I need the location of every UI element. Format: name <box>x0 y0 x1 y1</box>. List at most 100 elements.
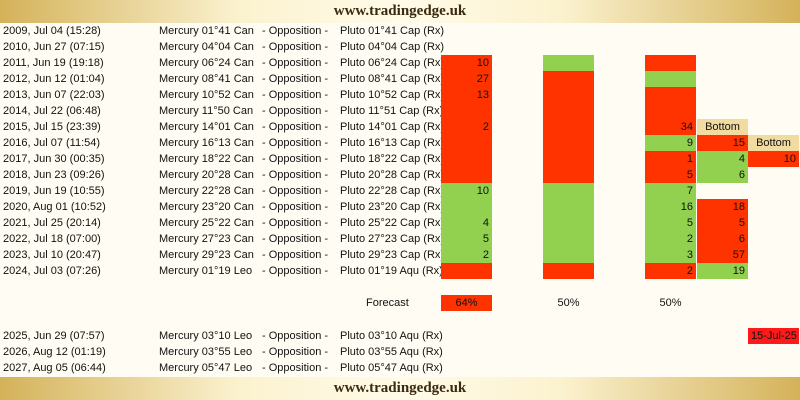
cell: 18 <box>697 199 748 215</box>
cell <box>441 103 492 119</box>
cell <box>543 103 594 119</box>
pluto-position: Pluto 03°55 Aqu (Rx) <box>340 346 443 358</box>
pluto-position: Pluto 03°10 Aqu (Rx) <box>340 330 443 342</box>
cell: 7 <box>645 183 696 199</box>
mercury-position: Mercury 23°20 Can <box>159 201 254 213</box>
cell: 2 <box>645 263 696 279</box>
aspect: - Opposition - <box>262 73 329 85</box>
cell <box>543 87 594 103</box>
date: 2027, Aug 05 (06:44) <box>3 362 106 374</box>
mercury-position: Mercury 05°47 Leo <box>159 362 253 374</box>
date: 2014, Jul 22 (06:48) <box>3 105 101 117</box>
date: 2019, Jun 19 (10:55) <box>3 185 105 197</box>
cell: 5 <box>645 215 696 231</box>
mercury-position: Mercury 10°52 Can <box>159 89 254 101</box>
mercury-position: Mercury 18°22 Can <box>159 153 254 165</box>
aspect: - Opposition - <box>262 105 329 117</box>
mercury-position: Mercury 01°41 Can <box>159 25 254 37</box>
pluto-position: Pluto 23°20 Cap (Rx) <box>340 201 445 213</box>
aspect: - Opposition - <box>262 153 329 165</box>
mercury-position: Mercury 22°28 Can <box>159 185 254 197</box>
cell <box>645 87 696 103</box>
aspect: - Opposition - <box>262 89 329 101</box>
mercury-position: Mercury 14°01 Can <box>159 121 254 133</box>
pluto-position: Pluto 08°41 Cap (Rx) <box>340 73 445 85</box>
date: 2024, Jul 03 (07:26) <box>3 265 101 277</box>
cell <box>441 167 492 183</box>
cell: 5 <box>441 231 492 247</box>
cell <box>543 199 594 215</box>
date: 2016, Jul 07 (11:54) <box>3 137 101 149</box>
date: 2022, Jul 18 (07:00) <box>3 233 101 245</box>
cell: 10 <box>441 55 492 71</box>
date: 2018, Jun 23 (09:26) <box>3 169 105 181</box>
header: www.tradingedge.uk <box>0 0 800 23</box>
date: 2025, Jun 29 (07:57) <box>3 330 105 342</box>
mercury-position: Mercury 25°22 Can <box>159 217 254 229</box>
cell: 6 <box>697 167 748 183</box>
date: 2020, Aug 01 (10:52) <box>3 201 106 213</box>
cell <box>645 55 696 71</box>
aspect: - Opposition - <box>262 201 329 213</box>
date: 2017, Jun 30 (00:35) <box>3 153 105 165</box>
cell <box>543 263 594 279</box>
aspect: - Opposition - <box>262 137 329 149</box>
pluto-position: Pluto 14°01 Cap (Rx) <box>340 121 445 133</box>
cell <box>441 263 492 279</box>
cell: 64% <box>441 295 492 311</box>
aspect: - Opposition - <box>262 233 329 245</box>
mercury-position: Mercury 03°10 Leo <box>159 330 253 342</box>
cell: 34 <box>645 119 696 135</box>
aspect: - Opposition - <box>262 57 329 69</box>
mercury-position: Mercury 01°19 Leo <box>159 265 253 277</box>
cell: 15 <box>697 135 748 151</box>
aspect: - Opposition - <box>262 121 329 133</box>
mercury-position: Mercury 11°50 Can <box>159 105 254 117</box>
pluto-position: Pluto 04°04 Cap (Rx) <box>340 41 445 53</box>
mercury-position: Mercury 04°04 Can <box>159 41 254 53</box>
footer: www.tradingedge.uk <box>0 377 800 400</box>
cell <box>543 247 594 263</box>
forecast-label: Forecast <box>366 297 409 309</box>
pluto-position: Pluto 18°22 Cap (Rx) <box>340 153 445 165</box>
aspect: - Opposition - <box>262 217 329 229</box>
aspect: - Opposition - <box>262 185 329 197</box>
aspect: - Opposition - <box>262 25 329 37</box>
cell: 2 <box>645 231 696 247</box>
cell: 9 <box>645 135 696 151</box>
pluto-position: Pluto 01°41 Cap (Rx) <box>340 25 445 37</box>
aspect: - Opposition - <box>262 330 329 342</box>
cell <box>543 119 594 135</box>
cell <box>645 103 696 119</box>
pluto-position: Pluto 16°13 Cap (Rx) <box>340 137 445 149</box>
aspect: - Opposition - <box>262 249 329 261</box>
cell <box>441 199 492 215</box>
cell: 2 <box>441 247 492 263</box>
cell: 3 <box>645 247 696 263</box>
cell: 10 <box>748 151 799 167</box>
cell: 15-Jul-25 <box>748 328 799 344</box>
cell <box>543 215 594 231</box>
date: 2015, Jul 15 (23:39) <box>3 121 101 133</box>
mercury-position: Mercury 08°41 Can <box>159 73 254 85</box>
date: 2011, Jun 19 (19:18) <box>3 57 104 69</box>
date: 2021, Jul 25 (20:14) <box>3 217 101 229</box>
cell: Bottom <box>697 119 748 135</box>
cell: 27 <box>441 71 492 87</box>
cell: 5 <box>697 215 748 231</box>
aspect: - Opposition - <box>262 169 329 181</box>
date: 2026, Aug 12 (01:19) <box>3 346 106 358</box>
date: 2010, Jun 27 (07:15) <box>3 41 105 53</box>
cell: 19 <box>697 263 748 279</box>
aspect: - Opposition - <box>262 346 329 358</box>
date: 2013, Jun 07 (22:03) <box>3 89 105 101</box>
mercury-position: Mercury 16°13 Can <box>159 137 254 149</box>
date: 2012, Jun 12 (01:04) <box>3 73 105 85</box>
aspect: - Opposition - <box>262 362 329 374</box>
cell: 5 <box>645 167 696 183</box>
cell: 50% <box>557 297 580 309</box>
date: 2009, Jul 04 (15:28) <box>3 25 101 37</box>
cell <box>441 135 492 151</box>
mercury-position: Mercury 03°55 Leo <box>159 346 253 358</box>
cell: 57 <box>697 247 748 263</box>
